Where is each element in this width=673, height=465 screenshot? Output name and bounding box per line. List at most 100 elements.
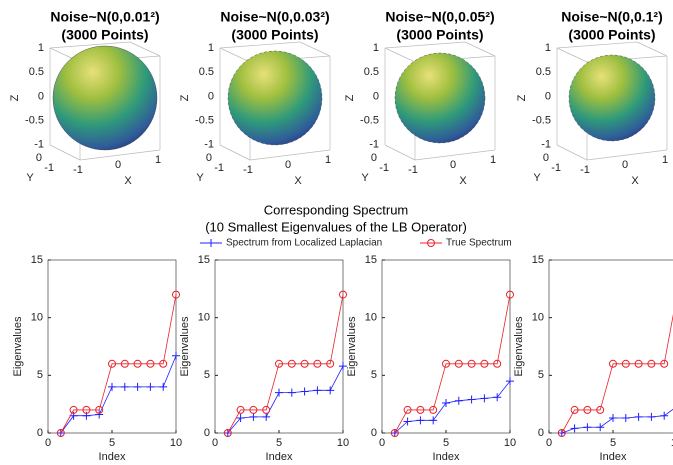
y-tick-label: -1 [551,162,561,174]
box-edge [130,42,160,56]
y-tick-label: 15 [198,254,210,266]
box-edge [385,48,415,62]
y-tick-label: -1 [44,162,54,174]
box-edge [637,42,667,56]
z-tick-label: 1 [545,42,551,54]
box-edge [220,48,250,62]
z-label: Z [9,94,21,101]
legend-label: True Spectrum [446,238,512,249]
z-label: Z [344,94,356,101]
sphere [53,46,157,150]
y-tick-label: 10 [532,312,544,324]
box-edge [557,48,587,62]
z-tick-label: 0.5 [536,66,551,78]
y-tick-label: 10 [198,312,210,324]
figure-subtitle: (10 Smallest Eigenvalues of the LB Opera… [205,219,467,234]
z-tick-label: 0 [208,90,214,102]
z-label: Z [179,94,191,101]
plot-area [48,260,176,433]
sphere [569,55,655,141]
x-label: X [294,175,302,187]
box-edge [50,145,80,160]
x-tick-label: -1 [408,164,418,176]
box-edge [557,145,587,160]
x-tick-label: 1 [325,154,331,166]
panel-title: Noise~N(0,0.03²) [220,9,329,25]
y-tick-label: 0 [543,152,549,164]
figure: Corresponding Spectrum (10 Smallest Eige… [0,0,673,465]
panel-title: Noise~N(0,0.01²) [50,9,159,25]
panel-subtitle: (3000 Points) [568,27,655,43]
y-axis-label: Eigenvalues [513,316,525,376]
plot-area [215,260,343,433]
x-tick-label: 1 [490,154,496,166]
y-tick-label: 0 [206,152,212,164]
z-tick-label: -0.5 [532,115,551,127]
x-tick-label: 5 [109,437,115,449]
z-tick-label: -1 [34,139,44,151]
x-axis-label: Index [433,451,460,463]
box-edge [385,145,415,160]
box-edge [465,42,495,56]
y-tick-label: 10 [365,312,377,324]
panel-title: Noise~N(0,0.05²) [385,9,494,25]
x-tick-label: 0 [546,437,552,449]
z-tick-label: 0.5 [199,66,214,78]
panel-subtitle: (3000 Points) [396,27,483,43]
y-tick-label: 0 [371,152,377,164]
z-tick-label: 0 [38,90,44,102]
box-edge [220,42,300,48]
z-tick-label: -0.5 [360,115,379,127]
x-tick-label: 5 [443,437,449,449]
y-tick-label: 0 [204,427,210,439]
sphere [395,53,485,143]
x-axis-label: Index [266,451,293,463]
y-axis-label: Eigenvalues [12,316,24,376]
y-tick-label: 0 [36,152,42,164]
x-tick-label: 0 [450,159,456,171]
x-tick-label: 10 [504,437,516,449]
z-tick-label: 0.5 [364,66,379,78]
x-tick-label: 1 [662,154,668,166]
z-tick-label: -1 [369,139,379,151]
figure-title: Corresponding Spectrum [264,202,409,217]
x-tick-label: 0 [622,159,628,171]
y-label: Y [196,172,204,184]
legend-marker [207,239,215,247]
x-tick-label: 0 [45,437,51,449]
x-label: X [124,175,132,187]
x-label: X [459,175,467,187]
z-tick-label: 0 [373,90,379,102]
x-tick-label: 10 [170,437,182,449]
y-tick-label: -1 [214,162,224,174]
y-tick-label: 15 [365,254,377,266]
x-tick-label: 5 [276,437,282,449]
box-edge [50,42,130,48]
x-tick-label: -1 [73,164,83,176]
x-tick-label: 1 [155,154,161,166]
y-tick-label: 5 [371,369,377,381]
z-tick-label: -0.5 [195,115,214,127]
x-axis-label: Index [600,451,627,463]
box-edge [220,145,250,160]
z-tick-label: 1 [208,42,214,54]
z-tick-label: -0.5 [25,115,44,127]
x-tick-label: 0 [115,159,121,171]
x-tick-label: -1 [243,164,253,176]
y-tick-label: 15 [31,254,43,266]
x-tick-label: 10 [337,437,349,449]
box-edge [557,42,637,48]
y-tick-label: 0 [37,427,43,439]
y-tick-label: -1 [379,162,389,174]
x-tick-label: -1 [580,164,590,176]
z-tick-label: 0 [545,90,551,102]
y-tick-label: 5 [538,369,544,381]
z-tick-label: -1 [204,139,214,151]
y-label: Y [361,172,369,184]
x-tick-label: 5 [610,437,616,449]
x-axis-label: Index [99,451,126,463]
x-tick-label: 0 [212,437,218,449]
panel-subtitle: (3000 Points) [61,27,148,43]
y-label: Y [26,172,34,184]
y-axis-label: Eigenvalues [179,316,191,376]
